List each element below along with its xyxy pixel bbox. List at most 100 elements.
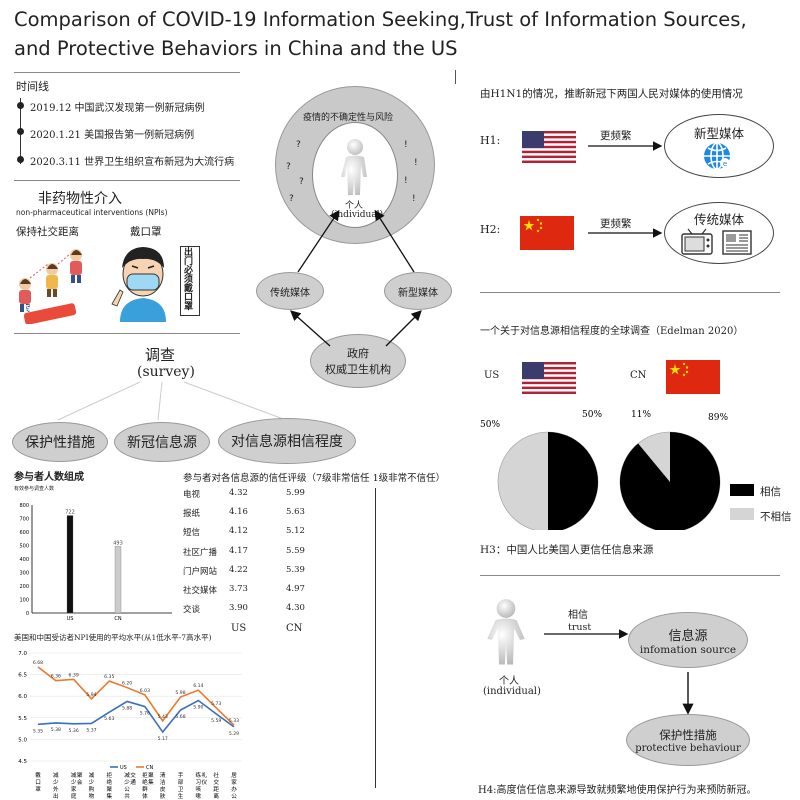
- y-tick-label: 6.5: [18, 673, 27, 679]
- trust-us-cell: 3.73: [229, 584, 248, 594]
- trust-cn-cell: 4.30: [286, 603, 305, 614]
- timeline-event: 2020.3.11 世界卫生组织宣布新冠为大流行病: [30, 157, 235, 168]
- node-government: 政府 权威卫生机构: [310, 334, 406, 388]
- survey-title-cn: 调查: [145, 346, 176, 364]
- x-tick-label: 社交距离: [213, 771, 219, 800]
- h1-arrow-label: 更频繁: [600, 130, 632, 142]
- person-icon: [70, 249, 82, 283]
- tv-icon: [681, 228, 713, 255]
- trust-cn-cell: 5.39: [286, 564, 305, 575]
- data-label: 5.94: [86, 692, 96, 698]
- data-label: 6.39: [69, 672, 79, 678]
- us-flag-icon: [522, 131, 576, 163]
- exclamation-mark: !: [414, 158, 418, 168]
- data-label: 5.68: [175, 714, 185, 720]
- y-tick-label: 800: [19, 503, 29, 509]
- cn-flag-icon: [666, 360, 720, 394]
- col-us-label: US: [231, 623, 247, 634]
- divider: [14, 333, 240, 334]
- trust-table-row: 电视 4.32 5.99: [183, 488, 353, 504]
- h4-individual-cn: 个人: [499, 676, 519, 687]
- timeline-dot: [17, 102, 24, 109]
- question-mark: ?: [289, 194, 294, 204]
- us-distrust-label: 50%: [480, 420, 500, 430]
- trust-source-cell: 短信: [183, 528, 201, 539]
- survey-node-protective: 保护性措施: [12, 422, 108, 462]
- x-tick-label: 手部卫生: [178, 771, 184, 800]
- survey-title-en: (survey): [137, 364, 195, 380]
- us-trust-label: 50%: [582, 410, 602, 420]
- trust-us-cell: 3.90: [229, 603, 248, 614]
- legend-distrust-swatch: [730, 508, 754, 520]
- hypothesis-intro: 由H1N1的情况，推断新冠下两国人民对媒体的使用情况: [480, 88, 743, 100]
- series-line: [37, 699, 235, 734]
- timeline-event: 2020.1.21 美国报告第一例新冠病例: [30, 130, 195, 141]
- data-label: 6.20: [122, 681, 132, 687]
- npi-item-distance: 保持社交距离: [16, 226, 79, 238]
- survey-node-info-source: 新冠信息源: [114, 422, 210, 462]
- npi-chart-title: 美国和中国受访者NPI使用的平均水平(从1低水平-7高水平): [14, 633, 212, 642]
- trust-table-row: 报纸 4.16 5.63: [183, 507, 353, 523]
- timeline-dot: [17, 128, 24, 135]
- mask-sign-text: 出门必须戴口罩: [184, 248, 194, 312]
- data-label: 5.59: [211, 718, 221, 724]
- x-tick-label: US: [67, 616, 74, 622]
- h4-protective-node: 保护性措施 protective behaviour: [626, 714, 750, 766]
- data-label: 6.14: [193, 683, 203, 689]
- timeline-dot: [17, 156, 24, 163]
- divider: [480, 292, 780, 293]
- question-mark: ?: [286, 162, 291, 172]
- x-tick-label: 清洁皮肤: [160, 771, 166, 800]
- trust-table: 电视 4.32 5.99 报纸 4.16 5.63 短信 4.12 5.12 社区广播 4.17 5.…: [183, 488, 373, 638]
- svg-text:e: e: [723, 160, 727, 168]
- social-distancing-illustration: [19, 249, 82, 324]
- y-tick-label: 5.0: [18, 737, 27, 743]
- trust-table-row: 交谈 3.90 4.30: [183, 603, 353, 619]
- trust-source-cell: 交谈: [183, 605, 201, 616]
- data-label: 5.43: [158, 714, 168, 720]
- bar-value-label: 493: [113, 540, 123, 546]
- individual-icon: [341, 139, 367, 195]
- y-tick-label: 200: [19, 584, 29, 590]
- data-label: 5.37: [86, 727, 96, 733]
- npi-item-mask: 戴口罩: [130, 226, 162, 238]
- legend-label: US: [120, 765, 127, 771]
- data-label: 5.17: [158, 736, 168, 742]
- trust-source-cell: 社交媒体: [183, 586, 218, 596]
- h2-arrow-label: 更频繁: [600, 218, 632, 230]
- individual-label-cn: 个人: [345, 201, 364, 211]
- data-label: 5.38: [51, 727, 61, 733]
- divider: [480, 575, 780, 576]
- survey-node-trust: 对信息源相信程度: [218, 418, 356, 464]
- trust-table-row: 门户网站 4.22 5.39: [183, 565, 353, 581]
- question-mark: ?: [296, 140, 301, 150]
- y-tick-label: 4.5: [18, 759, 27, 765]
- y-tick-label: 600: [19, 530, 29, 536]
- bar-value-label: 722: [65, 510, 75, 516]
- x-tick-label: 减少外出: [53, 771, 59, 800]
- h4-info-source-node: 信息源 infomation source: [628, 612, 748, 668]
- divider: [14, 72, 240, 73]
- participants-ylabel: 有效参与调查人数: [14, 486, 55, 492]
- cn-flag-icon: [520, 216, 574, 250]
- series-line: [37, 666, 235, 726]
- y-tick-label: 5.5: [18, 716, 27, 722]
- edelman-pie-charts: 50% 50% 11% 89%: [480, 410, 728, 530]
- x-tick-label: 居家办公: [231, 772, 237, 800]
- h3-text: H3：中国人比美国人更信任信息来源: [480, 544, 654, 556]
- data-label: 6.03: [140, 688, 150, 694]
- data-label: 5.35: [33, 728, 43, 734]
- data-label: 5.29: [229, 731, 239, 737]
- x-tick-label: 减少家庭聚会: [71, 771, 83, 800]
- y-tick-label: 6.0: [18, 694, 27, 700]
- us-flag-icon: [522, 362, 576, 394]
- exclamation-mark: !: [404, 176, 408, 186]
- node-traditional-media: 传统媒体: [256, 272, 324, 310]
- edelman-cn-label: CN: [630, 370, 647, 381]
- data-label: 6.35: [104, 674, 114, 680]
- x-tick-label: 拒绝群体聚集: [142, 771, 154, 800]
- y-tick-label: 500: [19, 544, 29, 550]
- npi-line-chart: 4.5 5.0 5.5 6.0 6.5 7.0 5.35 5.38 5.36 5.37 5.63 5.…: [18, 651, 242, 800]
- x-tick-label: CN: [114, 616, 121, 622]
- data-label: 6.36: [51, 674, 61, 680]
